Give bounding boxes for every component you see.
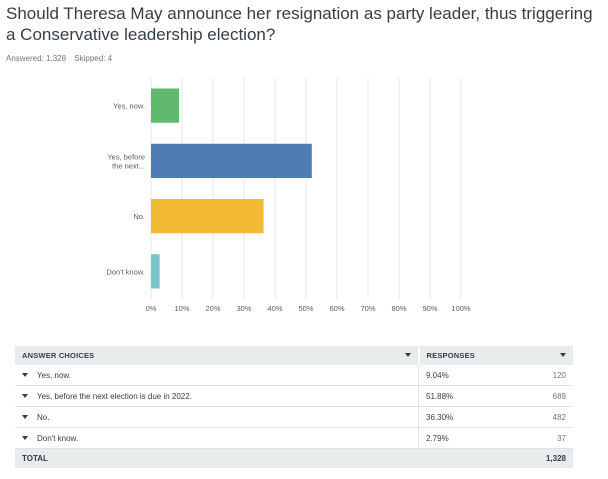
table-header-row: ANSWER CHOICES RESPONSES [15,346,573,365]
x-tick-label: 10% [174,304,189,313]
response-meta: Answered: 1,328 Skipped: 4 [6,54,112,63]
percent-cell: 2.79% [418,427,497,449]
expand-caret-icon[interactable] [22,415,28,420]
x-tick-label: 70% [360,304,375,313]
bar-chart: 0% 10% 20% 30% 40% 50% 60% 70% 80% 90% 100% Yes, no… [106,78,471,313]
table-row: Don't know. 2.79% 37 [15,427,573,449]
x-tick-label: 60% [329,304,344,313]
category-label: Don't know. [106,267,145,276]
choice-cell: Yes, now. [15,365,419,386]
bar [151,254,160,289]
choice-label: Don't know. [37,433,79,443]
expand-caret-icon[interactable] [22,394,28,399]
category-label: Yes, before [107,152,145,161]
answer-choices-header[interactable]: ANSWER CHOICES [15,346,419,365]
x-tick-label: 80% [391,304,406,313]
count-cell: 120 [497,365,573,386]
answered-count: Answered: 1,328 [6,54,67,63]
choice-label: Yes, now. [37,370,71,380]
bar [151,143,312,179]
x-tick-label: 0% [146,304,157,313]
choice-cell: No. [15,406,419,428]
total-label: TOTAL [15,448,419,468]
table-row: Yes, before the next election is due in … [15,385,573,407]
choice-cell: Yes, before the next election is due in … [15,385,419,407]
category-label: No. [133,212,145,221]
percent-cell: 9.04% [418,365,497,386]
question-title: Should Theresa May announce her resignat… [6,4,593,44]
choice-label: No. [37,412,50,422]
percent-cell: 51.88% [418,385,497,407]
table-row: No. 36.30% 482 [15,406,573,428]
count-cell: 37 [497,427,573,449]
category-label: the next... [112,161,145,170]
skipped-count: Skipped: 4 [74,54,113,63]
category-label: Yes, now. [113,102,145,111]
choice-cell: Don't know. [15,427,419,449]
table-row: Yes, now. 9.04% 120 [15,365,573,386]
percent-cell: 36.30% [418,406,497,428]
expand-caret-icon[interactable] [22,436,28,441]
responses-header-label: RESPONSES [426,351,475,360]
answer-choices-header-label: ANSWER CHOICES [22,351,95,360]
responses-header[interactable]: RESPONSES [417,346,573,365]
total-row: TOTAL 1,328 [15,448,573,468]
total-spacer [418,448,497,468]
x-tick-label: 100% [451,304,471,313]
x-tick-label: 30% [236,304,251,313]
x-tick-label: 40% [267,304,282,313]
responses-table: ANSWER CHOICES RESPONSES Yes, now. 9.04%… [15,346,573,468]
sort-caret-icon[interactable] [404,353,411,357]
total-count: 1,328 [497,448,573,468]
sort-caret-icon[interactable] [560,353,566,357]
x-tick-label: 20% [205,304,220,313]
bar [151,88,180,123]
x-tick-label: 90% [422,304,437,313]
expand-caret-icon[interactable] [22,373,28,378]
count-cell: 689 [497,385,573,407]
count-cell: 482 [497,406,573,428]
choice-label: Yes, before the next election is due in … [37,391,192,401]
x-tick-label: 50% [298,304,313,313]
bar [151,198,264,234]
